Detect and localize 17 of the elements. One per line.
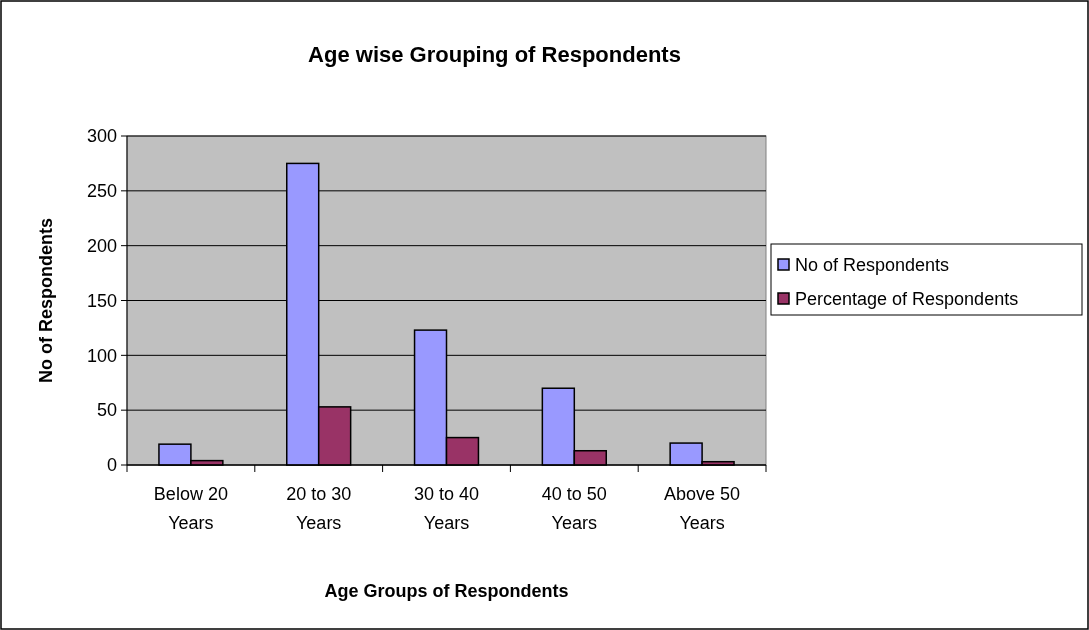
y-tick-label: 50 <box>96 400 117 421</box>
x-tick-label: Below 20 Years <box>153 484 228 533</box>
y-tick-label: 150 <box>86 290 117 311</box>
x-tick-label: 20 to 30 Years <box>286 484 352 533</box>
y-axis-title: No of Respondents <box>36 218 56 383</box>
x-tick-label: Above 50 Years <box>664 484 741 533</box>
y-tick-label: 250 <box>86 181 117 202</box>
y-tick-label: 100 <box>86 345 117 366</box>
legend-label: Percentage of Respondents <box>795 289 1019 310</box>
x-tick-label: 30 to 40 Years <box>413 484 480 533</box>
chart-title: Age wise Grouping of Respondents <box>308 42 681 67</box>
x-axis-title: Age Groups of Respondents <box>324 581 569 601</box>
y-tick-label: 0 <box>106 455 117 476</box>
x-tick-label: 40 to 50 Years <box>541 484 607 533</box>
legend-label: No of Respondents <box>795 255 950 276</box>
y-tick-label: 200 <box>86 235 117 256</box>
y-tick-label: 300 <box>86 126 117 147</box>
